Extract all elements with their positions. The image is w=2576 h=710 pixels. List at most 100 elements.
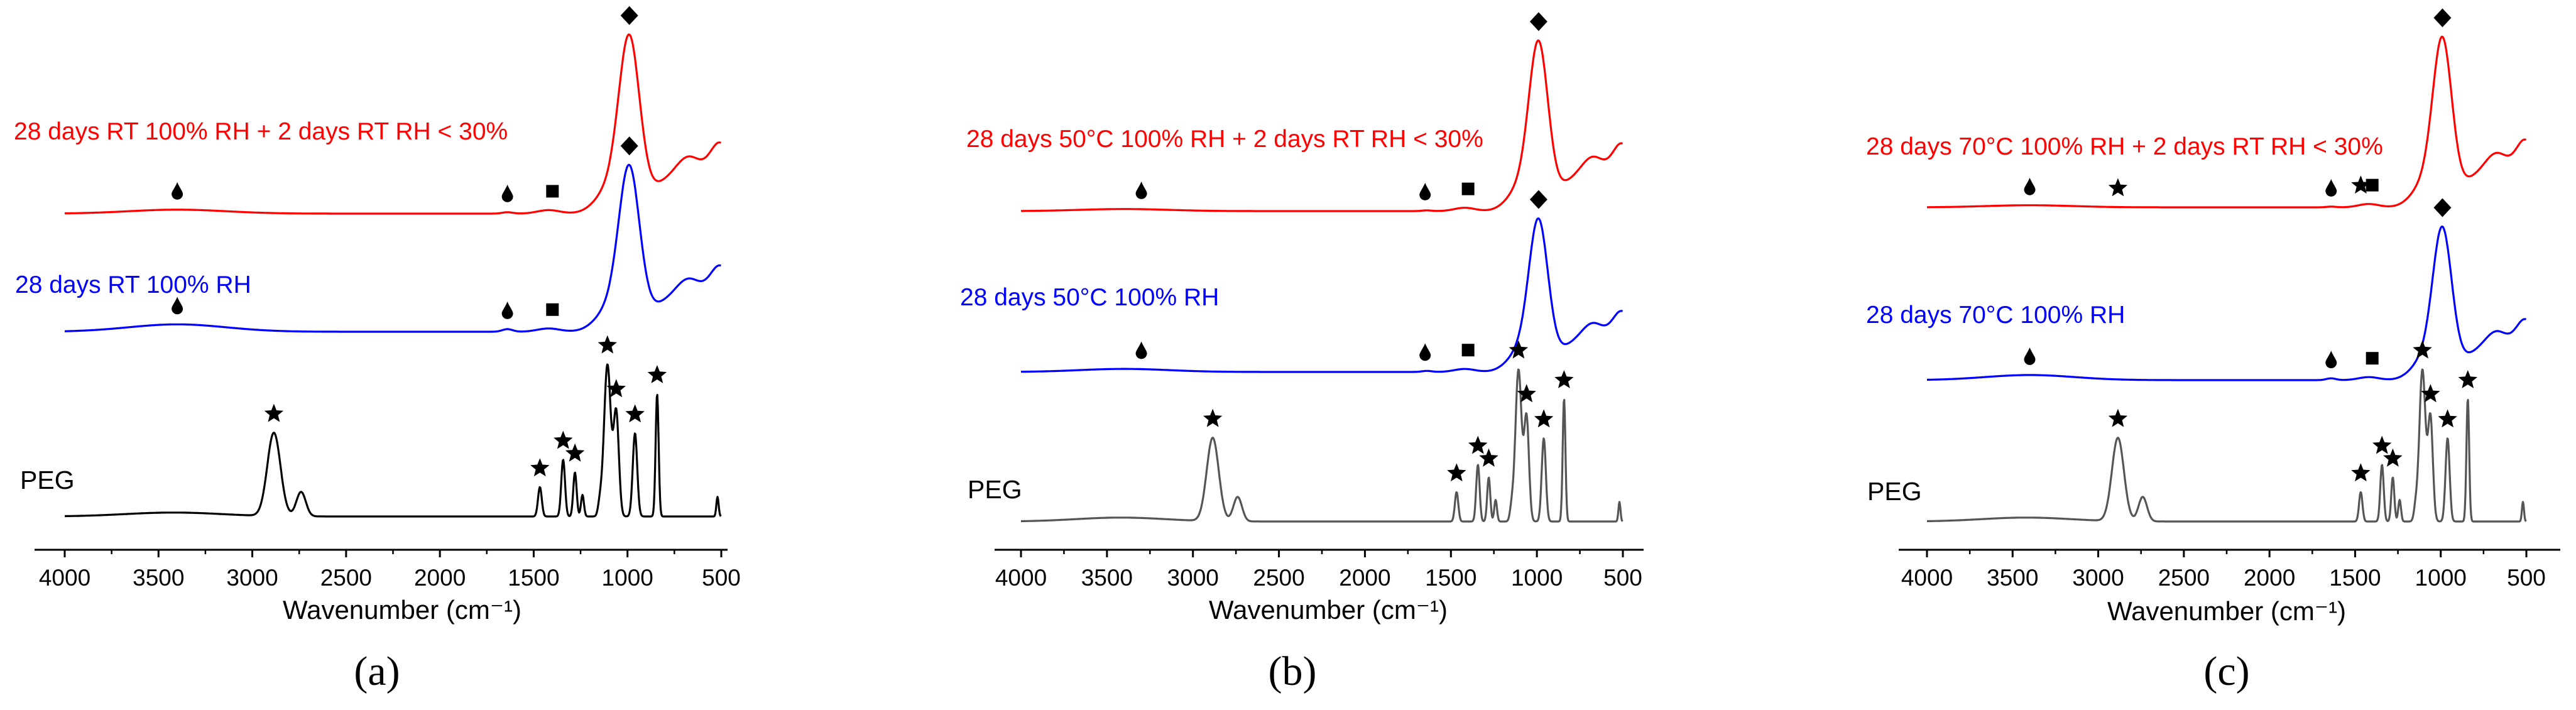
series-label-blue: 28 days RT 100% RH bbox=[15, 271, 251, 298]
panel-b: 4000 3500 3000 2500 2000 1500 1000 500 28 days … bbox=[960, 12, 1644, 694]
x-axis: 4000 3500 3000 2500 2000 1500 1000 500 bbox=[35, 549, 741, 591]
star-marker bbox=[1509, 340, 1529, 359]
drop-marker bbox=[1419, 182, 1431, 200]
drop-marker bbox=[1135, 341, 1147, 359]
x-tick-label: 1500 bbox=[2329, 565, 2381, 591]
drop-marker bbox=[2024, 347, 2036, 365]
series-label-blue: 28 days 50°C 100% RH bbox=[960, 284, 1219, 311]
series-label-peg: PEG bbox=[968, 475, 1022, 504]
x-tick-label: 2000 bbox=[2244, 565, 2295, 591]
star-marker bbox=[647, 365, 667, 383]
star-marker bbox=[2108, 408, 2128, 427]
star-marker bbox=[606, 379, 626, 398]
series-label-red: 28 days 70°C 100% RH + 2 days RT RH < 30… bbox=[1866, 133, 2383, 160]
star-marker bbox=[1447, 463, 1466, 482]
x-axis-title: Wavenumber (cm⁻¹) bbox=[283, 595, 521, 625]
x-tick-label: 1000 bbox=[1511, 565, 1563, 591]
series-label-peg: PEG bbox=[1867, 477, 1922, 506]
series-line-0 bbox=[1926, 368, 2527, 523]
x-tick-label: 3000 bbox=[226, 565, 278, 591]
x-tick-label: 2000 bbox=[414, 565, 466, 591]
x-axis: 4000 3500 3000 2500 2000 1500 1000 500 bbox=[995, 549, 1644, 591]
series-label-red: 28 days RT 100% RH + 2 days RT RH < 30% bbox=[14, 118, 508, 145]
star-marker bbox=[2372, 435, 2392, 454]
series-line-1 bbox=[1020, 217, 1624, 373]
star-marker bbox=[2108, 178, 2128, 197]
x-tick-label: 3500 bbox=[1987, 565, 2038, 591]
panel-label: (b) bbox=[1269, 648, 1317, 694]
series-line-1 bbox=[1926, 226, 2527, 381]
drop-marker bbox=[2024, 177, 2036, 195]
panel-a: 4000 3500 3000 2500 2000 1500 1000 500 28 days … bbox=[14, 6, 741, 694]
x-tick-label: 2500 bbox=[320, 565, 372, 591]
series-line-1 bbox=[64, 163, 722, 333]
drop-marker bbox=[501, 184, 513, 202]
series-line-0 bbox=[64, 363, 722, 518]
x-tick-label: 2500 bbox=[2158, 565, 2210, 591]
star-marker bbox=[598, 335, 617, 354]
x-axis: 4000 3500 3000 2500 2000 1500 1000 500 bbox=[1899, 549, 2560, 591]
star-marker bbox=[2351, 463, 2371, 482]
x-tick-label: 1500 bbox=[1425, 565, 1476, 591]
drop-marker bbox=[172, 297, 183, 315]
drop-marker bbox=[1419, 343, 1431, 361]
star-marker bbox=[1554, 370, 1574, 388]
drop-marker bbox=[2325, 178, 2337, 197]
star-marker bbox=[2351, 175, 2371, 194]
star-marker bbox=[1479, 448, 1498, 467]
square-marker bbox=[2366, 178, 2379, 192]
square-marker bbox=[1461, 344, 1475, 357]
drop-marker bbox=[501, 301, 513, 319]
x-tick-label: 1500 bbox=[508, 565, 559, 591]
x-tick-label: 4000 bbox=[995, 565, 1047, 591]
diamond-marker bbox=[620, 6, 638, 25]
square-marker bbox=[1461, 182, 1475, 195]
star-marker bbox=[2438, 409, 2457, 428]
star-marker bbox=[554, 430, 573, 449]
star-marker bbox=[2413, 340, 2432, 359]
square-marker bbox=[546, 185, 559, 198]
x-axis-title: Wavenumber (cm⁻¹) bbox=[2107, 596, 2346, 626]
series-line-0 bbox=[1020, 368, 1624, 523]
x-tick-label: 3000 bbox=[1167, 565, 1219, 591]
star-marker bbox=[625, 404, 645, 423]
x-tick-label: 500 bbox=[2507, 565, 2546, 591]
diamond-marker bbox=[620, 136, 638, 156]
series-label-red: 28 days 50°C 100% RH + 2 days RT RH < 30… bbox=[966, 126, 1483, 153]
star-marker bbox=[1517, 384, 1536, 403]
x-axis-title: Wavenumber (cm⁻¹) bbox=[1209, 595, 1448, 625]
x-tick-label: 1000 bbox=[602, 565, 653, 591]
x-tick-label: 3000 bbox=[2072, 565, 2124, 591]
x-tick-label: 3500 bbox=[133, 565, 184, 591]
panel-c: 4000 3500 3000 2500 2000 1500 1000 500 28 days … bbox=[1866, 8, 2560, 694]
panel-label: (c) bbox=[2203, 648, 2249, 694]
x-tick-label: 3500 bbox=[1081, 565, 1133, 591]
star-marker bbox=[1203, 408, 1223, 427]
star-marker bbox=[2421, 384, 2440, 403]
star-marker bbox=[1468, 435, 1488, 454]
series-line-2 bbox=[1926, 35, 2527, 209]
diamond-marker bbox=[2433, 8, 2452, 28]
star-marker bbox=[264, 403, 284, 422]
diamond-marker bbox=[1529, 12, 1547, 31]
panel-label: (a) bbox=[354, 648, 400, 694]
x-tick-label: 1000 bbox=[2415, 565, 2467, 591]
diamond-marker bbox=[2433, 198, 2452, 217]
star-marker bbox=[2458, 370, 2477, 388]
x-tick-label: 2500 bbox=[1253, 565, 1304, 591]
series-line-2 bbox=[1020, 39, 1624, 212]
drop-marker bbox=[172, 182, 183, 200]
star-marker bbox=[530, 458, 550, 477]
star-marker bbox=[1534, 409, 1554, 428]
square-marker bbox=[2366, 352, 2379, 365]
x-tick-label: 4000 bbox=[1901, 565, 1953, 591]
x-tick-label: 2000 bbox=[1339, 565, 1390, 591]
square-marker bbox=[546, 303, 559, 316]
series-label-blue: 28 days 70°C 100% RH bbox=[1866, 302, 2125, 329]
series-label-peg: PEG bbox=[20, 466, 75, 494]
star-marker bbox=[2383, 448, 2403, 467]
drop-marker bbox=[2325, 351, 2337, 369]
series-line-2 bbox=[64, 33, 722, 215]
drop-marker bbox=[1135, 181, 1147, 199]
